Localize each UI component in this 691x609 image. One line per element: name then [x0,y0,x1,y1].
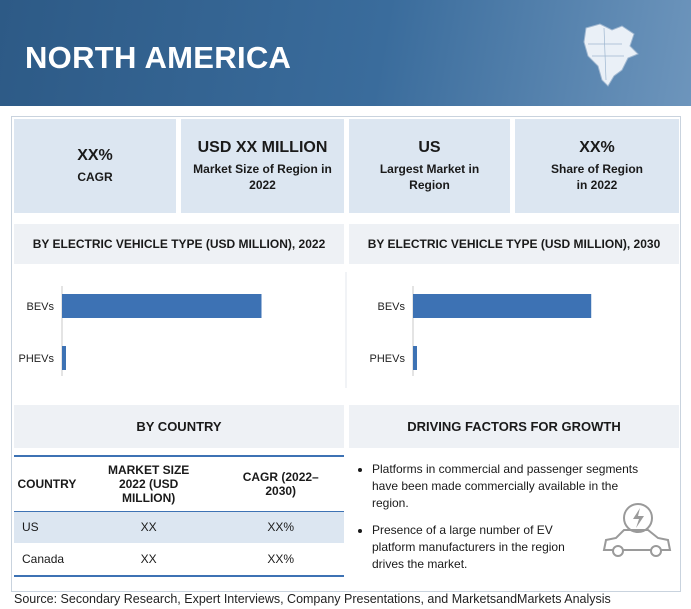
header-band [0,0,691,106]
driver-item: Platforms in commercial and passenger se… [372,461,658,512]
map-icon [583,23,639,87]
stat-card: US Largest Market in Region [349,119,510,213]
drivers-list: Platforms in commercial and passenger se… [358,461,658,583]
stat-value: US [418,139,441,156]
stat-card: XX% CAGR [14,119,176,213]
country-table: COUNTRY MARKET SIZE 2022 (USD MILLION) C… [14,455,344,577]
driver-item: Presence of a large number of EV platfor… [372,522,572,573]
ev-icon [602,503,672,557]
cell: US [22,520,39,535]
section-title: DRIVING FACTORS FOR GROWTH [349,405,679,448]
cell: Canada [22,552,65,566]
stat-value: XX% [77,147,113,164]
table-header: COUNTRY MARKET SIZE 2022 (USD MILLION) C… [14,456,344,511]
stat-value: XX% [579,139,615,156]
table-row: Canada XX XX% [14,543,344,576]
stat-label: CAGR [77,170,113,184]
stat-card: USD XX MILLION Market Size of Region in … [181,119,344,213]
cell: XX% [267,552,295,566]
source-note: Source: Secondary Research, Expert Inter… [14,592,611,606]
stat-label: Largest Market in Region [379,162,480,192]
page-title: NORTH AMERICA [25,40,292,75]
column-header: CAGR (2022–2030) [242,469,319,498]
category-label: BEVs [377,301,405,313]
category-label: PHEVs [19,353,55,365]
stat-label: Share of Region in 2022 [550,162,643,192]
column-header: MARKET SIZE 2022 (USD MILLION) [107,462,190,505]
bar [413,346,417,370]
bar [62,346,66,370]
content-frame [11,116,681,592]
chart-title: BY ELECTRIC VEHICLE TYPE (USD MILLION), … [14,224,344,264]
stat-card: XX% Share of Region in 2022 [515,119,679,213]
column-header: COUNTRY [17,476,77,491]
section-title: BY COUNTRY [14,405,344,448]
chart-title: BY ELECTRIC VEHICLE TYPE (USD MILLION), … [349,224,679,264]
cell: XX [140,520,157,535]
stat-value: USD XX MILLION [197,139,328,156]
category-label: PHEVs [370,353,406,365]
category-label: BEVs [26,301,54,313]
stat-label: Market Size of Region in 2022 [193,162,332,192]
table-row: US XX XX% [14,511,344,543]
cell: XX% [267,520,295,535]
bar [62,294,262,318]
cell: XX [140,552,157,566]
bar [413,294,592,318]
map-borders [588,27,624,81]
charts: BEVs PHEVs BEVs PHEVs [19,272,592,388]
map-shape [583,23,639,87]
